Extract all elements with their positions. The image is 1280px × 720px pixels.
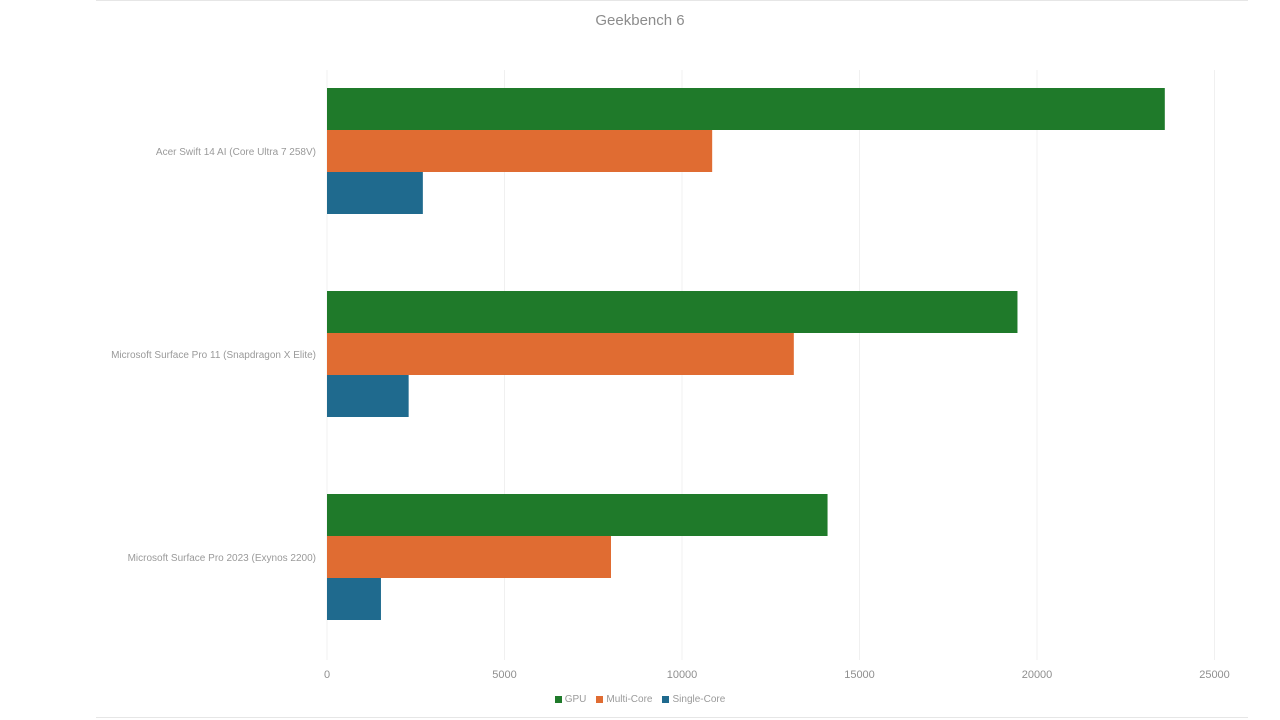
x-tick-label: 0 <box>324 669 330 681</box>
bottom-divider <box>96 717 1248 718</box>
bar-multi-core <box>327 536 611 578</box>
legend-item: Multi-Core <box>596 694 652 705</box>
bar-multi-core <box>327 333 794 375</box>
legend-swatch <box>596 696 604 703</box>
x-tick-label: 10000 <box>667 669 698 681</box>
bar-gpu <box>327 494 828 536</box>
legend-swatch <box>554 696 562 703</box>
x-tick-labels: 0 5000 10000 15000 20000 25000 <box>324 669 1230 681</box>
x-tick-label: 20000 <box>1022 669 1053 681</box>
bar-single-core <box>327 375 409 417</box>
legend: GPU Multi-Core Single-Core <box>0 694 1280 705</box>
category-label: Microsoft Surface Pro 11 (Snapdragon X E… <box>111 350 316 361</box>
legend-item: GPU <box>554 694 587 705</box>
legend-label: Single-Core <box>672 694 726 705</box>
bar-gpu <box>327 88 1165 130</box>
category-label: Acer Swift 14 AI (Core Ultra 7 258V) <box>156 147 316 158</box>
bar-single-core <box>327 172 423 214</box>
x-tick-label: 15000 <box>844 669 875 681</box>
bar-gpu <box>327 291 1018 333</box>
category-labels: Acer Swift 14 AI (Core Ultra 7 258V) Micr… <box>111 147 316 564</box>
top-divider <box>96 0 1248 1</box>
bar-multi-core <box>327 130 713 172</box>
x-tick-label: 25000 <box>1199 669 1230 681</box>
bar-single-core <box>327 578 381 620</box>
legend-item: Single-Core <box>662 694 725 705</box>
legend-swatch <box>662 696 670 703</box>
category-label: Microsoft Surface Pro 2023 (Exynos 2200) <box>128 553 316 564</box>
x-tick-label: 5000 <box>492 669 516 681</box>
legend-label: GPU <box>564 694 587 705</box>
legend-label: Multi-Core <box>606 694 653 705</box>
bars <box>327 88 1165 620</box>
chart-title: Geekbench 6 <box>595 12 685 29</box>
